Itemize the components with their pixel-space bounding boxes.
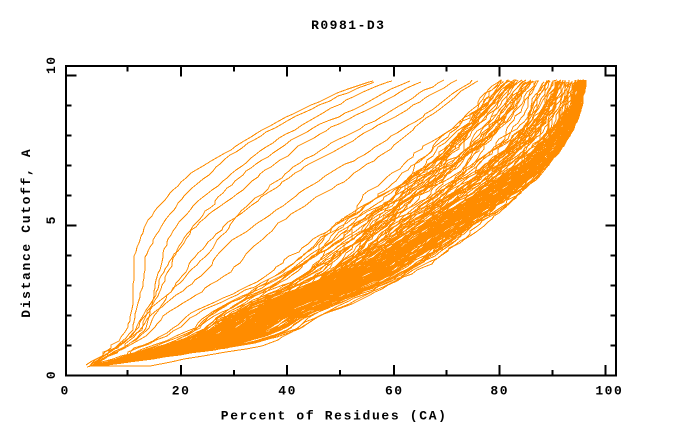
- svg-text:10: 10: [44, 55, 59, 74]
- svg-text:0: 0: [61, 384, 70, 399]
- svg-text:Percent of Residues (CA): Percent of Residues (CA): [221, 409, 448, 424]
- svg-text:Distance Cutoff, A: Distance Cutoff, A: [19, 148, 34, 318]
- svg-text:60: 60: [385, 384, 404, 399]
- svg-text:80: 80: [490, 384, 509, 399]
- svg-text:20: 20: [172, 384, 191, 399]
- svg-text:R0981-D3: R0981-D3: [311, 18, 385, 33]
- svg-text:100: 100: [595, 384, 623, 399]
- svg-text:5: 5: [44, 215, 59, 224]
- svg-text:40: 40: [278, 384, 297, 399]
- svg-text:0: 0: [44, 370, 59, 379]
